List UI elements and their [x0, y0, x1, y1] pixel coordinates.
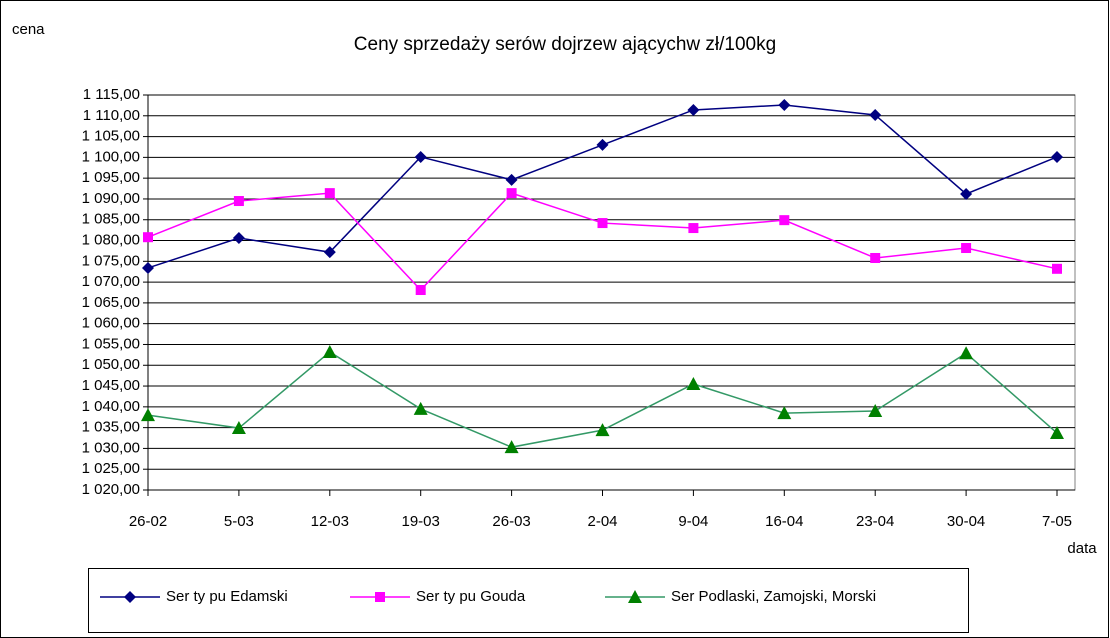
marker	[322, 344, 337, 358]
marker	[1050, 426, 1064, 440]
y-tick-label: 1 040,00	[82, 398, 140, 415]
marker	[231, 421, 246, 435]
marker	[777, 406, 792, 420]
marker	[595, 423, 610, 437]
marker	[233, 196, 244, 207]
y-tick-label: 1 115,00	[83, 86, 140, 103]
marker	[687, 103, 700, 116]
marker	[232, 232, 245, 245]
legend-label: Ser Podlaski, Zamojski, Morski	[671, 588, 876, 605]
marker	[415, 285, 426, 296]
x-tick-label: 9-04	[678, 513, 708, 530]
y-tick-label: 1 050,00	[82, 356, 140, 373]
x-tick-label: 5-03	[224, 513, 254, 530]
marker	[375, 592, 385, 602]
x-tick-label: 12-03	[311, 513, 349, 530]
x-tick-label: 19-03	[402, 513, 440, 530]
x-tick-label: 26-02	[129, 513, 167, 530]
x-axis-label: data	[1067, 540, 1097, 557]
marker	[141, 408, 155, 422]
x-tick-label: 23-04	[856, 513, 894, 530]
marker	[413, 401, 428, 415]
x-tick-label: 7-05	[1042, 513, 1072, 530]
legend-label: Ser ty pu Edamski	[166, 588, 288, 605]
y-tick-label: 1 030,00	[82, 439, 140, 456]
y-tick-label: 1 085,00	[82, 211, 140, 228]
marker	[960, 187, 973, 200]
marker	[961, 243, 972, 254]
y-tick-label: 1 065,00	[82, 294, 140, 311]
x-tick-label: 26-03	[492, 513, 530, 530]
marker	[324, 188, 335, 199]
marker	[686, 376, 701, 390]
y-tick-label: 1 070,00	[82, 273, 140, 290]
x-tick-label: 30-04	[947, 513, 985, 530]
y-tick-label: 1 075,00	[82, 252, 140, 269]
marker	[869, 108, 882, 121]
marker	[142, 261, 154, 274]
y-tick-label: 1 060,00	[82, 315, 140, 332]
y-tick-label: 1 080,00	[82, 231, 140, 248]
y-tick-label: 1 100,00	[82, 148, 140, 165]
marker	[779, 215, 790, 226]
marker	[597, 218, 608, 229]
marker	[124, 591, 136, 603]
y-tick-label: 1 110,00	[83, 107, 140, 124]
marker	[868, 404, 883, 417]
y-tick-label: 1 105,00	[82, 128, 140, 145]
marker	[628, 590, 642, 603]
marker	[143, 232, 153, 243]
legend-box	[88, 568, 969, 633]
legend-label: Ser ty pu Gouda	[416, 588, 526, 605]
marker	[504, 440, 519, 454]
plot-area	[147, 94, 1076, 491]
marker	[870, 252, 881, 263]
y-tick-label: 1 035,00	[82, 419, 140, 436]
marker	[506, 188, 517, 199]
y-tick-label: 1 055,00	[82, 335, 140, 352]
marker	[1051, 150, 1063, 163]
marker	[959, 346, 974, 360]
marker	[505, 173, 518, 186]
marker	[323, 246, 336, 259]
marker	[414, 150, 427, 163]
marker	[1052, 263, 1062, 274]
marker	[778, 98, 791, 111]
y-tick-label: 1 045,00	[82, 377, 140, 394]
x-tick-label: 2-04	[587, 513, 617, 530]
chart-title: Ceny sprzedaży serów dojrzew ającychw zł…	[354, 34, 776, 55]
y-tick-label: 1 020,00	[82, 481, 140, 498]
marker	[596, 138, 609, 151]
y-tick-label: 1 095,00	[82, 169, 140, 186]
y-axis-label: cena	[12, 21, 45, 38]
marker	[688, 223, 699, 234]
y-tick-label: 1 025,00	[82, 460, 140, 477]
y-tick-label: 1 090,00	[82, 190, 140, 207]
x-tick-label: 16-04	[765, 513, 803, 530]
